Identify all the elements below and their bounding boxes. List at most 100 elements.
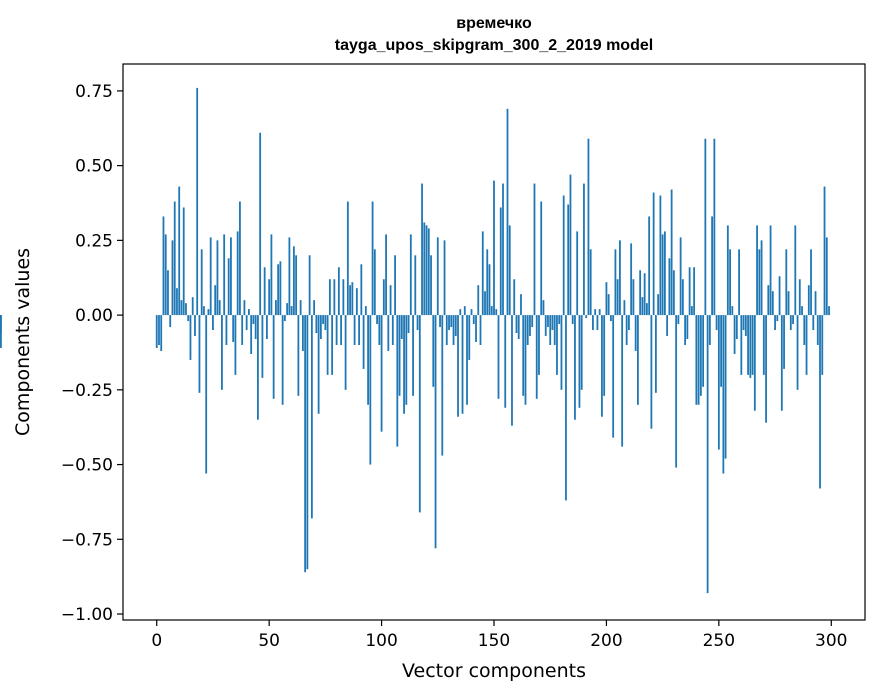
bar-264 [749,315,752,378]
bar-5 [167,270,169,316]
y-tick-label: 0.25 [75,231,113,251]
bar-140 [470,309,473,316]
bar-147 [486,249,489,316]
bar-64 [299,300,302,316]
bar-255 [729,249,731,316]
bar-172 [542,300,545,316]
bar-193 [589,249,592,316]
bar-209 [625,315,628,345]
x-axis-label: Vector components [402,660,586,682]
bar-259 [738,249,740,316]
bar-63 [297,315,300,396]
bar-149 [490,306,493,316]
bar-38 [241,315,244,345]
bar-168 [533,183,536,316]
bar-231 [675,315,678,468]
bar-11 [180,300,183,316]
bar-120 [425,225,428,316]
bar-189 [580,315,583,390]
bar-185 [571,315,574,325]
bar-19 [198,315,201,393]
bar-132 [452,315,455,345]
bar-110 [403,315,405,414]
bar-76 [326,315,329,375]
bar-166 [529,315,531,337]
bar-200 [605,282,608,316]
x-tick-label: 250 [703,631,735,651]
bar-107 [396,315,399,447]
bar-65 [301,315,304,351]
bar-131 [450,315,453,328]
bar-192 [587,138,590,316]
bar-188 [578,315,581,408]
bar-170 [538,315,540,375]
bar-171 [540,201,543,316]
bar-201 [607,294,610,316]
bar-36 [236,231,239,316]
bar-266 [753,315,756,411]
bar-54 [277,264,280,316]
x-tick-label: 150 [478,631,510,651]
bar-292 [812,315,815,331]
bar-113 [409,234,412,316]
bar-285 [796,315,799,390]
bar-261 [742,315,745,331]
bar-90 [358,315,360,345]
bar-286 [798,279,801,316]
bar-24 [209,237,212,316]
bar-125 [436,237,439,316]
bar-282 [789,315,792,331]
bar-60 [290,306,293,316]
bar-216 [641,297,644,316]
bar-94 [367,315,369,405]
bar-100 [380,315,383,432]
bar-247 [711,216,713,316]
bar-116 [416,315,419,331]
bar-47 [261,315,264,378]
bar-134 [457,315,459,417]
bar-28 [218,300,221,316]
bar-164 [524,315,527,405]
bar-146 [484,291,486,316]
bar-278 [780,315,783,411]
bar-182 [565,315,567,501]
bar-163 [522,315,525,396]
bar-9 [176,288,178,316]
bar-249 [715,315,718,331]
bar-88 [353,315,356,345]
bar-80 [335,315,338,345]
bar-222 [654,315,657,393]
bar-271 [765,315,767,423]
bar-153 [499,207,502,316]
bar-33 [230,237,232,316]
bar-139 [468,315,471,360]
bar-119 [423,222,426,316]
bar-198 [601,315,603,417]
bar-2 [160,315,163,351]
bar-272 [767,285,770,316]
bar-undefined [0,315,2,334]
bar-158 [511,315,513,426]
bar-208 [623,300,626,316]
bar-233 [679,237,682,316]
bar-74 [322,315,325,325]
bar-248 [713,138,716,316]
bar-101 [382,279,385,316]
x-tick-label: 300 [815,631,847,651]
y-tick-label: 0.75 [75,82,113,102]
bar-294 [816,315,819,345]
y-axis-ticks: 0.75 0.50 0.25 0.00 −0.25 −0.50 −0.75 −1.00 [61,82,123,625]
bar-211 [630,243,633,316]
bar-79 [333,279,336,316]
bar-99 [378,315,381,345]
bar-144 [479,315,482,345]
bar-260 [740,315,743,375]
bar-92 [362,315,365,369]
bar-18 [196,87,199,316]
y-tick-label: −0.75 [61,530,113,550]
bar-276 [776,315,779,322]
bar-274 [771,291,774,316]
x-tick-label: 0 [151,631,162,651]
bar-159 [513,279,516,316]
bar-152 [497,315,500,399]
